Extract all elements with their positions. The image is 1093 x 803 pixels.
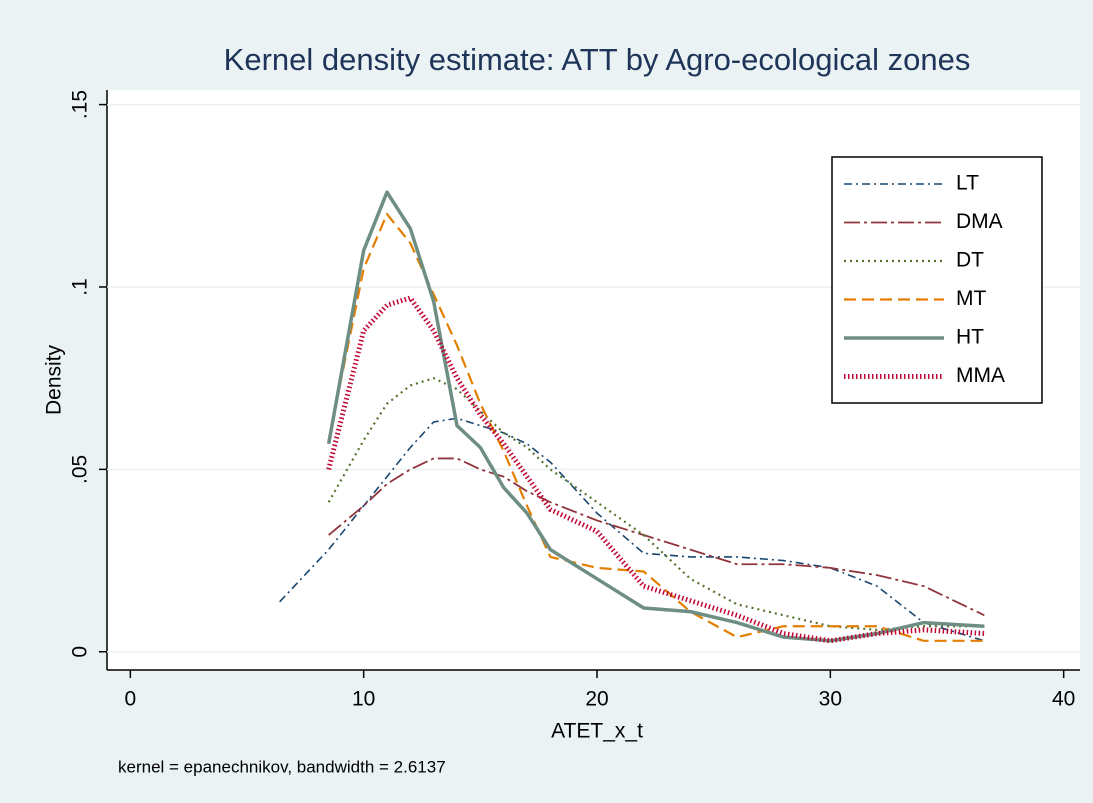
x-tick-label: 0 [124,688,136,711]
legend-label: DT [956,249,984,272]
note: kernel = epanechnikov, bandwidth = 2.613… [118,757,446,776]
series-line [327,377,985,631]
y-tick-label: .15 [69,90,92,119]
series-line [328,457,985,617]
y-tick-label: 0 [69,646,92,658]
chart-title: Kernel density estimate: ATT by Agro-eco… [224,42,971,77]
series-line [326,295,985,644]
x-tick-label: 20 [585,688,608,711]
legend-label: DMA [956,210,1003,233]
legend-label: MMA [956,364,1005,387]
legend-label: LT [956,172,979,195]
y-axis-label: Density [43,344,66,415]
x-tick-label: 10 [352,688,375,711]
series-line [326,190,985,643]
x-tick-label: 30 [819,688,842,711]
x-tick-label: 40 [1052,688,1075,711]
x-axis-label: ATET_x_t [551,720,643,743]
legend-label: HT [956,326,984,349]
series-line [327,212,985,642]
y-tick-label: .05 [69,455,92,484]
legend-label: MT [956,287,986,310]
legend-box [831,156,1043,404]
y-tick-label: .1 [69,278,92,296]
legend: LT DMA DT MT HT MMA [831,156,1043,404]
